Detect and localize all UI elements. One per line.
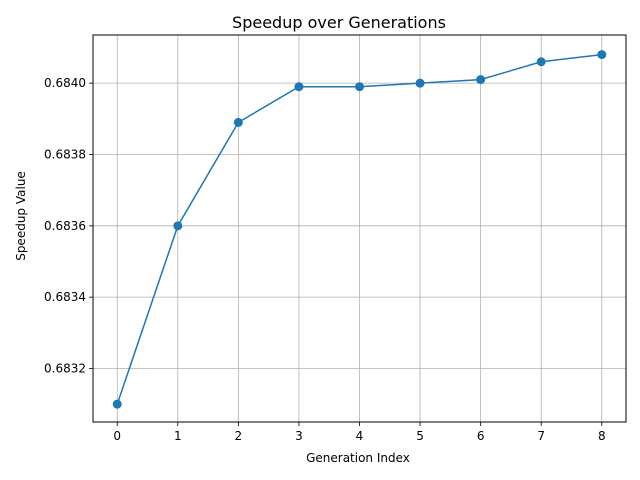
y-tick-label: 0.6834	[44, 290, 86, 304]
grid	[93, 35, 626, 422]
data-point	[597, 50, 607, 60]
x-axis-label: Generation Index	[306, 451, 410, 465]
y-tick-label: 0.6838	[44, 147, 86, 161]
data-point	[415, 78, 425, 88]
x-tick-label: 4	[356, 429, 364, 443]
y-axis-label: Speedup Value	[14, 171, 28, 261]
data-point	[173, 221, 183, 231]
data-point	[536, 57, 546, 67]
x-tick-label: 6	[477, 429, 485, 443]
x-axis-ticks: 0 1 2 3 4 5 6 7 8	[113, 422, 606, 443]
data-point	[112, 399, 122, 409]
x-tick-label: 3	[295, 429, 303, 443]
x-tick-label: 2	[235, 429, 243, 443]
y-axis-ticks: 0.6832 0.6834 0.6836 0.6838 0.6840	[44, 76, 93, 375]
x-tick-label: 5	[416, 429, 424, 443]
chart-title: Speedup over Generations	[232, 13, 446, 32]
y-tick-label: 0.6836	[44, 219, 86, 233]
data-point	[355, 82, 364, 92]
x-tick-label: 0	[113, 429, 121, 443]
data-point	[294, 82, 304, 92]
x-tick-label: 8	[598, 429, 606, 443]
data-point	[233, 117, 243, 127]
plot-frame	[92, 34, 627, 423]
data-points	[112, 50, 607, 409]
data-point	[476, 75, 486, 85]
y-tick-label: 0.6840	[44, 76, 86, 90]
x-tick-label: 1	[174, 429, 182, 443]
x-tick-label: 7	[537, 429, 545, 443]
y-tick-label: 0.6832	[44, 361, 86, 375]
